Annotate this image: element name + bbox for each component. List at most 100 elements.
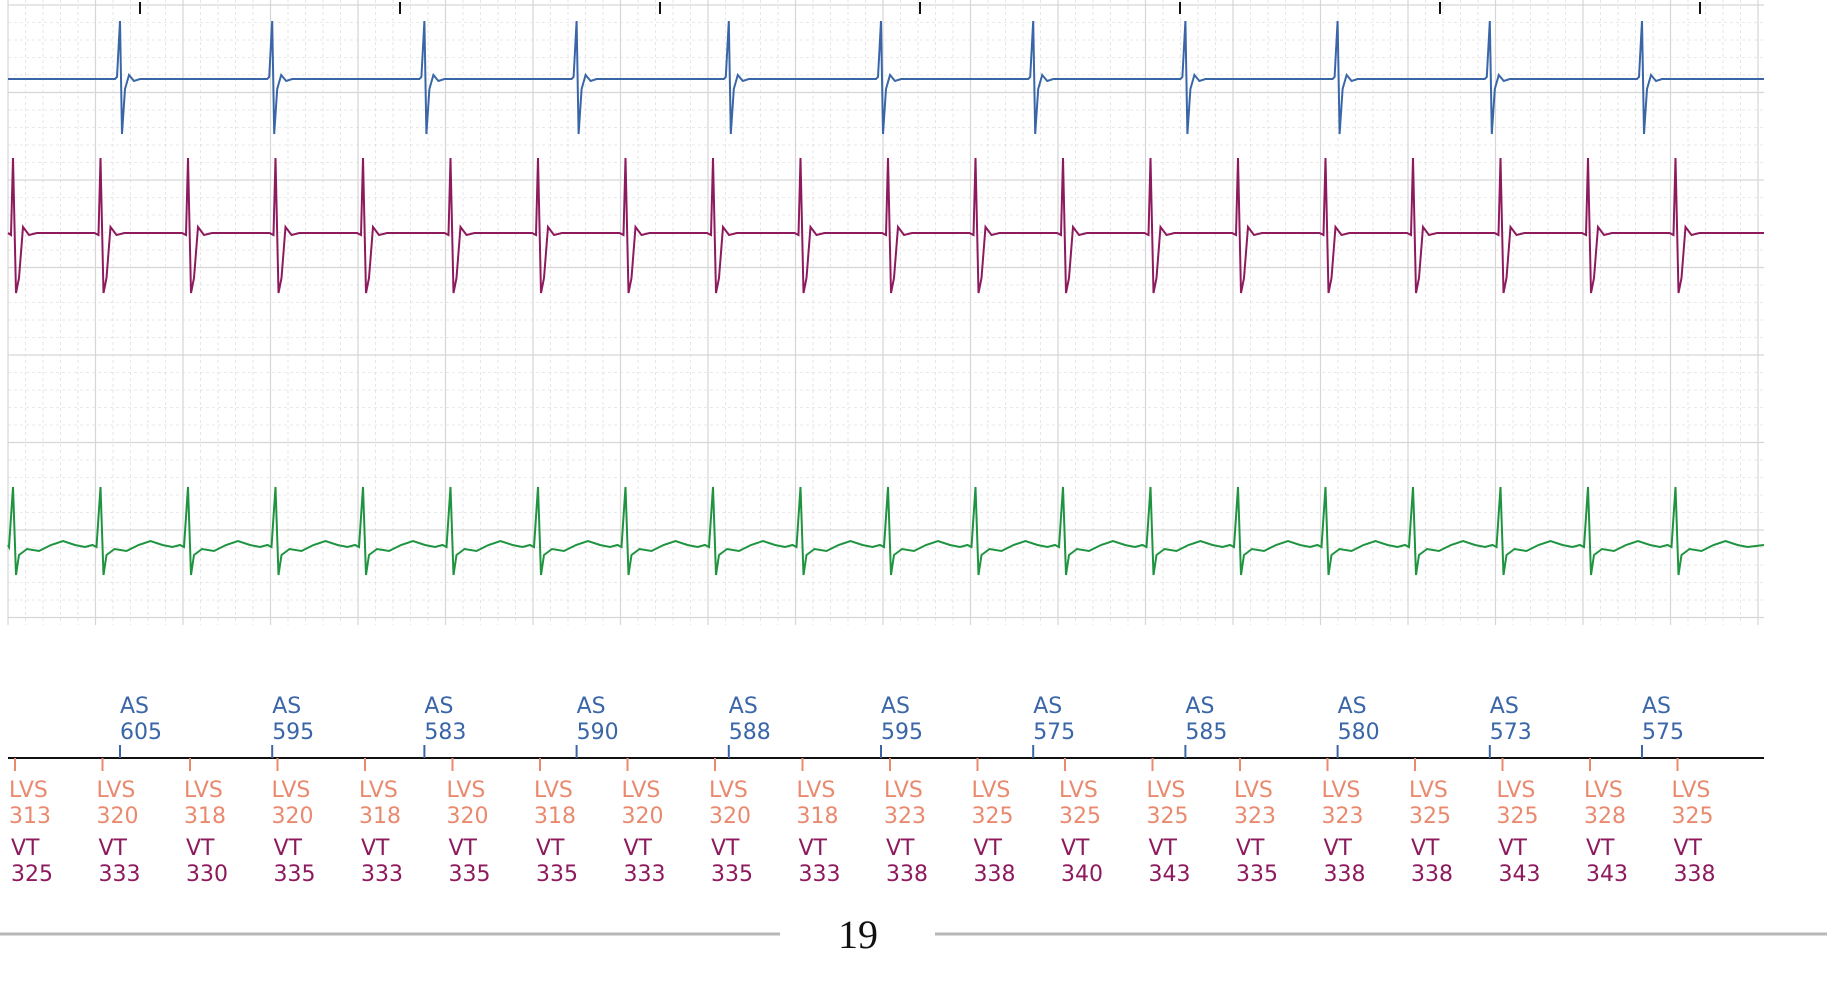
lvs-label: LVS [1584, 778, 1623, 803]
lvs-interval: 320 [97, 804, 139, 829]
marker-channel: AS605AS595AS583AS590AS588AS595AS575AS585… [8, 694, 1764, 887]
vt-interval: 335 [711, 862, 753, 887]
vt-label: VT [1061, 836, 1090, 861]
as-label: AS [577, 694, 606, 719]
vt-label: VT [1324, 836, 1353, 861]
vt-label: VT [974, 836, 1003, 861]
as-interval: 605 [120, 720, 162, 745]
lvs-interval: 325 [1409, 804, 1451, 829]
lvs-label: LVS [972, 778, 1011, 803]
shock-channel [7, 486, 1765, 576]
vt-interval: 343 [1499, 862, 1541, 887]
as-interval: 588 [729, 720, 771, 745]
vt-label: VT [99, 836, 128, 861]
vt-interval: 335 [536, 862, 578, 887]
as-interval: 575 [1033, 720, 1075, 745]
vt-label: VT [1586, 836, 1615, 861]
vt-label: VT [1236, 836, 1265, 861]
vt-interval: 335 [274, 862, 316, 887]
as-label: AS [424, 694, 453, 719]
as-interval: 595 [881, 720, 923, 745]
lvs-interval: 325 [1059, 804, 1101, 829]
lvs-label: LVS [1322, 778, 1361, 803]
vt-interval: 333 [361, 862, 403, 887]
vt-interval: 333 [799, 862, 841, 887]
vt-interval: 330 [186, 862, 228, 887]
vt-label: VT [186, 836, 215, 861]
lvs-label: LVS [1672, 778, 1711, 803]
lvs-label: LVS [359, 778, 398, 803]
as-label: AS [729, 694, 758, 719]
ventricular-channel [7, 157, 1764, 294]
lvs-label: LVS [1409, 778, 1448, 803]
as-interval: 583 [424, 720, 466, 745]
as-label: AS [1642, 694, 1671, 719]
as-interval: 575 [1642, 720, 1684, 745]
vt-label: VT [1499, 836, 1528, 861]
lvs-label: LVS [447, 778, 486, 803]
lvs-label: LVS [534, 778, 573, 803]
lvs-interval: 325 [1672, 804, 1714, 829]
vt-interval: 335 [1236, 862, 1278, 887]
vt-label: VT [1149, 836, 1178, 861]
page-number: 19 [838, 912, 878, 957]
lvs-interval: 318 [184, 804, 226, 829]
lvs-interval: 320 [622, 804, 664, 829]
lvs-label: LVS [1147, 778, 1186, 803]
lvs-label: LVS [1234, 778, 1273, 803]
lvs-label: LVS [622, 778, 661, 803]
lvs-interval: 320 [272, 804, 314, 829]
vt-label: VT [274, 836, 303, 861]
vt-label: VT [624, 836, 653, 861]
lvs-label: LVS [884, 778, 923, 803]
lvs-interval: 320 [709, 804, 751, 829]
vt-interval: 338 [974, 862, 1016, 887]
vt-label: VT [711, 836, 740, 861]
vt-interval: 338 [886, 862, 928, 887]
lvs-interval: 323 [1234, 804, 1276, 829]
as-interval: 590 [577, 720, 619, 745]
vt-label: VT [799, 836, 828, 861]
as-label: AS [1338, 694, 1367, 719]
lvs-interval: 328 [1584, 804, 1626, 829]
vt-interval: 335 [449, 862, 491, 887]
lvs-label: LVS [184, 778, 223, 803]
ventricular-egm-trace [7, 157, 1764, 294]
vt-interval: 325 [11, 862, 53, 887]
lvs-label: LVS [1497, 778, 1536, 803]
atrial-channel [8, 2, 1764, 135]
vt-interval: 333 [99, 862, 141, 887]
vt-interval: 343 [1149, 862, 1191, 887]
as-label: AS [272, 694, 301, 719]
vt-interval: 338 [1411, 862, 1453, 887]
vt-label: VT [11, 836, 40, 861]
lvs-label: LVS [1059, 778, 1098, 803]
atrial-egm-trace [8, 20, 1764, 135]
vt-interval: 338 [1674, 862, 1716, 887]
vt-label: VT [449, 836, 478, 861]
vt-interval: 333 [624, 862, 666, 887]
as-interval: 595 [272, 720, 314, 745]
lvs-label: LVS [709, 778, 748, 803]
top-ticks [139, 2, 1701, 14]
as-label: AS [881, 694, 910, 719]
lvs-label: LVS [797, 778, 836, 803]
vt-interval: 340 [1061, 862, 1103, 887]
as-label: AS [1185, 694, 1214, 719]
lvs-interval: 323 [1322, 804, 1364, 829]
lvs-interval: 323 [884, 804, 926, 829]
as-interval: 573 [1490, 720, 1532, 745]
vt-label: VT [361, 836, 390, 861]
lvs-interval: 325 [1497, 804, 1539, 829]
lvs-interval: 318 [797, 804, 839, 829]
as-interval: 585 [1185, 720, 1227, 745]
vt-label: VT [1674, 836, 1703, 861]
as-interval: 580 [1338, 720, 1380, 745]
lvs-interval: 318 [534, 804, 576, 829]
vt-label: VT [886, 836, 915, 861]
lvs-label: LVS [97, 778, 136, 803]
as-label: AS [1033, 694, 1062, 719]
shock-egm-trace [7, 486, 1765, 576]
lvs-interval: 325 [1147, 804, 1189, 829]
page-footer: 19 [0, 912, 1827, 957]
